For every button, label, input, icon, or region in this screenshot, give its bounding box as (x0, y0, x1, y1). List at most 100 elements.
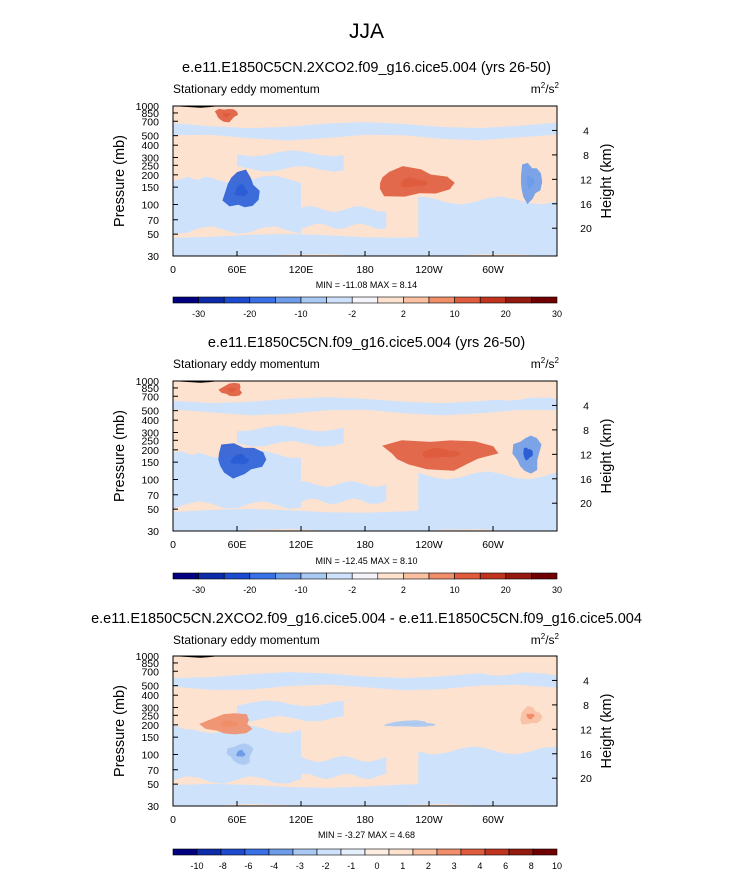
colorbar-swatch (505, 296, 532, 304)
colorbar-label: -2 (348, 585, 356, 595)
y-tick-label: 700 (141, 116, 159, 128)
contour-feature-core (402, 722, 420, 726)
x-tick-label: 60E (228, 814, 247, 826)
colorbar-label: -2 (348, 309, 356, 319)
colorbar-swatch (484, 848, 510, 856)
colorbar-label: 30 (552, 585, 562, 595)
units-per: /s (545, 633, 554, 647)
colorbar-label: 3 (452, 861, 457, 871)
colorbar-label: 4 (477, 861, 482, 871)
y-tick-label: 250 (141, 710, 159, 722)
colorbar-label: -3 (296, 861, 304, 871)
colorbar-label: 10 (450, 309, 460, 319)
colorbar-swatch (403, 572, 430, 580)
x-tick-label: 60W (482, 539, 504, 551)
height-tick-label: 16 (580, 199, 592, 211)
x-tick-label: 120W (415, 264, 443, 276)
height-tick-label: 16 (580, 474, 592, 486)
y-axis-label: Pressure (mb) (112, 410, 128, 502)
negative-region (301, 481, 387, 505)
y-tick-label: 700 (141, 391, 159, 403)
y-axis-right-label: Height (km) (599, 144, 615, 219)
min-max-label: MIN = -11.08 MAX = 8.14 (316, 280, 417, 290)
colorbar-swatch (223, 572, 251, 580)
colorbar-label: 10 (552, 861, 562, 871)
colorbar-swatch (436, 848, 462, 856)
variable-label: Stationary eddy momentum (173, 82, 320, 96)
contour-feature-core (234, 184, 248, 197)
colorbar-swatch (316, 848, 342, 856)
units-base: m (531, 633, 541, 647)
colorbar-swatch (377, 572, 404, 580)
positive-region (429, 665, 557, 676)
colorbar-label: -2 (322, 861, 330, 871)
y-tick-label: 100 (141, 199, 159, 211)
units-exp: 2 (541, 632, 546, 641)
x-tick-label: 180 (356, 539, 374, 551)
contour-field (173, 656, 557, 806)
height-tick-label: 8 (583, 700, 589, 712)
x-tick-label: 120W (415, 539, 443, 551)
colorbar-swatch (454, 572, 481, 580)
negative-region (301, 756, 387, 780)
y-tick-label: 70 (147, 765, 159, 777)
colorbar-swatch (388, 848, 414, 856)
y-tick-label: 300 (141, 428, 159, 440)
positive-region (429, 115, 557, 126)
negative-region (173, 122, 557, 141)
height-tick-label: 4 (583, 125, 589, 137)
y-tick-label: 150 (141, 182, 159, 194)
contour-field (173, 381, 557, 531)
colorbar-swatch (249, 572, 276, 580)
colorbar-label: -10 (294, 309, 307, 319)
contour-feature-core (222, 112, 231, 118)
chart-panel-1: e.e11.E1850C5CN.2XCO2.f09_g16.cice5.004 … (112, 60, 615, 319)
units-base: m (531, 357, 541, 371)
colorbar-swatch (300, 572, 327, 580)
colorbar-swatch (377, 296, 404, 304)
y-tick-label: 70 (147, 490, 159, 502)
colorbar-swatch (531, 296, 558, 304)
y-tick-label: 30 (147, 801, 159, 813)
contour-feature-core (523, 447, 533, 461)
panel-title: e.e11.E1850C5CN.2XCO2.f09_g16.cice5.004 … (91, 611, 642, 627)
colorbar-swatch (326, 296, 353, 304)
colorbar-swatch (198, 572, 225, 580)
x-tick-label: 120E (289, 814, 314, 826)
colorbar-label: 2 (401, 309, 406, 319)
y-tick-label: 500 (141, 406, 159, 418)
panel-title: e.e11.E1850C5CN.2XCO2.f09_g16.cice5.004 … (182, 60, 551, 76)
height-tick-label: 20 (580, 223, 592, 235)
negative-region (237, 150, 376, 172)
contour-feature-core (526, 175, 535, 190)
colorbar-swatch (403, 296, 430, 304)
y-tick-label: 500 (141, 681, 159, 693)
contour-feature-core (422, 447, 462, 459)
contour-feature-core (227, 387, 236, 393)
units-per: /s (545, 357, 554, 371)
colorbar-label: 20 (501, 309, 511, 319)
height-tick-label: 4 (583, 400, 589, 412)
colorbar-swatch (505, 572, 532, 580)
y-tick-label: 100 (141, 749, 159, 761)
contour-feature-core (401, 177, 428, 188)
contour-feature-core (230, 453, 249, 465)
y-tick-label: 1000 (136, 651, 160, 663)
colorbar-label: -20 (243, 585, 256, 595)
y-tick-label: 1000 (136, 376, 160, 388)
colorbar-swatch (249, 296, 276, 304)
units-exp: 2 (541, 356, 546, 365)
contour-feature-core (235, 749, 246, 757)
y-tick-label: 850 (141, 383, 159, 395)
min-max-label: MIN = -3.27 MAX = 4.68 (318, 830, 415, 840)
y-tick-label: 50 (147, 504, 159, 516)
colorbar-swatch (351, 296, 379, 304)
colorbar-swatch (428, 296, 455, 304)
colorbar-label: 10 (450, 585, 460, 595)
colorbar-label: 2 (401, 585, 406, 595)
y-axis-right-label: Height (km) (599, 694, 615, 769)
negative-region (173, 672, 557, 691)
height-tick-label: 12 (580, 724, 592, 736)
height-tick-label: 12 (580, 449, 592, 461)
units-label: m2/s2 (531, 81, 560, 96)
